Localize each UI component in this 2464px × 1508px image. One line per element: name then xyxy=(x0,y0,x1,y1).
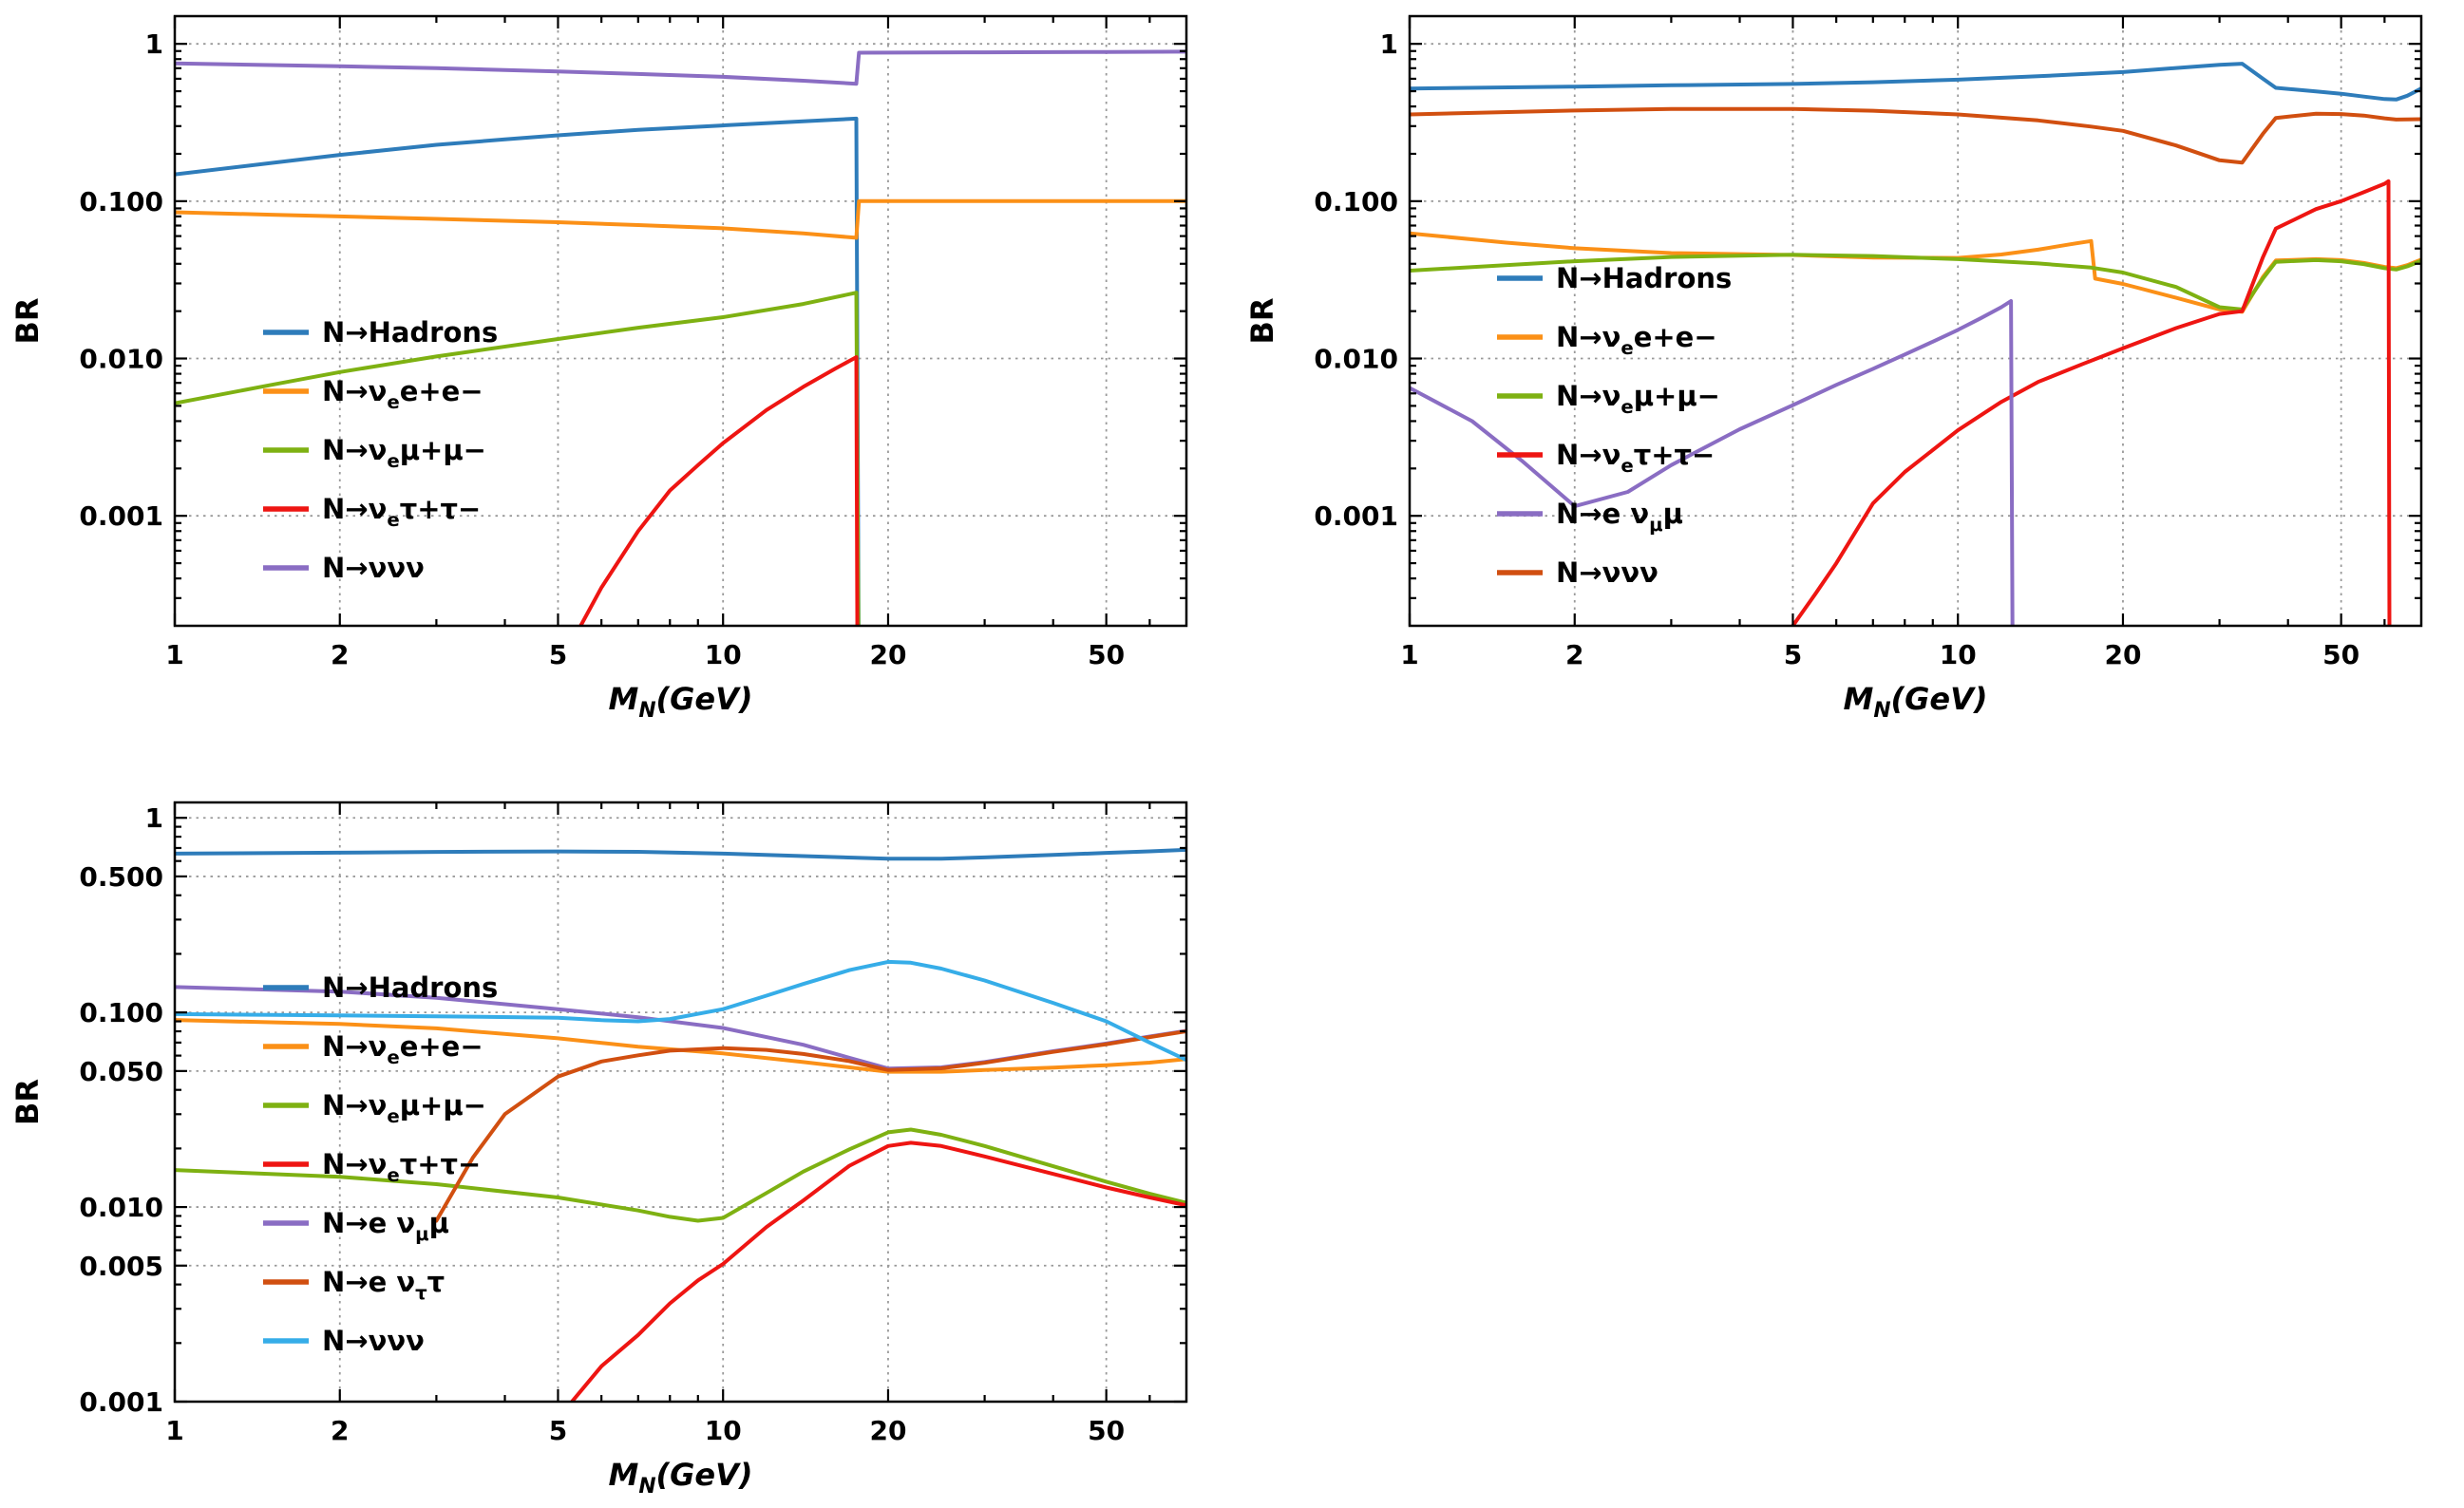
axis-ticks xyxy=(1408,16,2421,626)
legend-label: N→e νττ xyxy=(322,1266,445,1304)
legend-label: N→νeτ+τ− xyxy=(1556,439,1715,477)
series-line xyxy=(175,1127,1186,1223)
legend-label: N→ννν xyxy=(1556,556,1658,589)
series-line xyxy=(175,1018,1186,1074)
chart-panel-top-left: 1 2 5 10 20 50 1 0.100 0.010 0.001 MN(GeV) BR N→Hadr… xyxy=(0,0,1235,750)
x-tick-label: 2 xyxy=(1565,639,1583,670)
x-tick-label: 50 xyxy=(2322,639,2360,670)
x-tick-label: 10 xyxy=(705,1415,742,1446)
series-line xyxy=(175,959,1186,1063)
series-line xyxy=(175,198,1186,240)
series-line xyxy=(1410,299,2015,626)
plot-frame xyxy=(173,801,1188,1404)
x-tick-label: 5 xyxy=(549,1415,567,1446)
y-axis-label: BR xyxy=(1244,297,1280,344)
y-tick-label: 0.100 xyxy=(79,997,163,1028)
legend-label: N→Hadrons xyxy=(322,316,498,349)
axis-ticks xyxy=(173,16,1186,626)
y-tick-label: 0.500 xyxy=(79,861,163,893)
x-tick-label: 10 xyxy=(705,639,742,670)
y-tick-label: 0.010 xyxy=(1314,344,1398,375)
plot-frame xyxy=(173,14,1188,628)
x-tick-label: 5 xyxy=(549,639,567,670)
legend-label: N→ννν xyxy=(322,1325,425,1357)
legend-label: N→e νμμ xyxy=(322,1207,449,1245)
x-tick-label: 1 xyxy=(165,1415,183,1446)
x-axis-label: MN(GeV) xyxy=(1843,681,1987,723)
legend-label: N→νee+e− xyxy=(322,1030,483,1068)
chart-panel-top-right: 1 2 5 10 20 50 1 0.100 0.010 0.001 MN(GeV) BR N→Hadr… xyxy=(1229,0,2464,750)
chart-panel-bottom-left: 1 2 5 10 20 50 1 0.500 0.100 0.050 0.010 0.005 0.001… xyxy=(0,750,1235,1508)
series-line xyxy=(175,49,1186,86)
chart-svg: 1 2 5 10 20 50 1 0.100 0.010 0.001 MN(GeV) BR N→Hadr… xyxy=(9,14,1188,723)
x-tick-label: 20 xyxy=(869,1415,906,1446)
x-tick-label: 1 xyxy=(165,639,183,670)
x-tick-label: 20 xyxy=(869,639,906,670)
y-tick-label: 0.001 xyxy=(79,500,163,532)
y-tick-label: 0.100 xyxy=(1314,186,1398,217)
x-tick-label: 5 xyxy=(1784,639,1802,670)
legend-label: N→νeμ+μ− xyxy=(322,434,486,472)
series-line xyxy=(1410,106,2421,165)
legend-label: N→νeμ+μ− xyxy=(1556,380,1720,418)
series-line xyxy=(1410,62,2421,102)
legend-label: N→νeτ+τ− xyxy=(322,1148,481,1186)
legend-label: N→Hadrons xyxy=(322,971,498,1004)
y-tick-label: 0.100 xyxy=(79,186,163,217)
series-line xyxy=(1791,179,2392,626)
chart-svg: 1 2 5 10 20 50 1 0.100 0.010 0.001 MN(GeV) BR N→Hadr… xyxy=(1244,14,2423,723)
legend-label: N→νee+e− xyxy=(1556,321,1717,359)
x-tick-label: 2 xyxy=(331,1415,349,1446)
series-line xyxy=(578,355,860,626)
series-line xyxy=(570,1140,1186,1402)
chart-svg: 1 2 5 10 20 50 1 0.500 0.100 0.050 0.010 0.005 0.001… xyxy=(9,801,1188,1499)
y-tick-label: 1 xyxy=(145,802,163,834)
y-tick-label: 1 xyxy=(1380,28,1398,60)
legend-label: N→e νμμ xyxy=(1556,498,1683,536)
y-tick-label: 0.010 xyxy=(79,344,163,375)
y-tick-label: 0.005 xyxy=(79,1251,163,1282)
y-tick-label: 0.050 xyxy=(79,1056,163,1087)
x-tick-label: 50 xyxy=(1088,639,1125,670)
y-tick-label: 0.010 xyxy=(79,1192,163,1223)
y-tick-label: 0.001 xyxy=(1314,500,1398,532)
legend-label: N→ννν xyxy=(322,552,425,584)
y-axis-label: BR xyxy=(9,297,46,344)
x-tick-label: 50 xyxy=(1088,1415,1125,1446)
x-tick-label: 10 xyxy=(1940,639,1977,670)
legend-label: N→Hadrons xyxy=(1556,262,1732,294)
x-axis-label: MN(GeV) xyxy=(608,681,752,723)
x-tick-label: 1 xyxy=(1400,639,1418,670)
x-tick-label: 2 xyxy=(331,639,349,670)
series-line xyxy=(175,116,861,626)
plot-frame xyxy=(1408,14,2423,628)
legend-label: N→νee+e− xyxy=(322,375,483,413)
legend-label: N→νeμ+μ− xyxy=(322,1089,486,1127)
series-line xyxy=(1410,253,2421,311)
series-line xyxy=(175,847,1186,861)
x-tick-label: 20 xyxy=(2104,639,2141,670)
x-axis-label: MN(GeV) xyxy=(608,1457,752,1499)
y-tick-label: 0.001 xyxy=(79,1386,163,1418)
axis-ticks xyxy=(173,802,1186,1404)
y-tick-label: 1 xyxy=(145,28,163,60)
legend-label: N→νeτ+τ− xyxy=(322,493,481,531)
series-line xyxy=(434,1029,1186,1223)
series-line xyxy=(175,291,861,626)
y-axis-label: BR xyxy=(9,1079,46,1125)
